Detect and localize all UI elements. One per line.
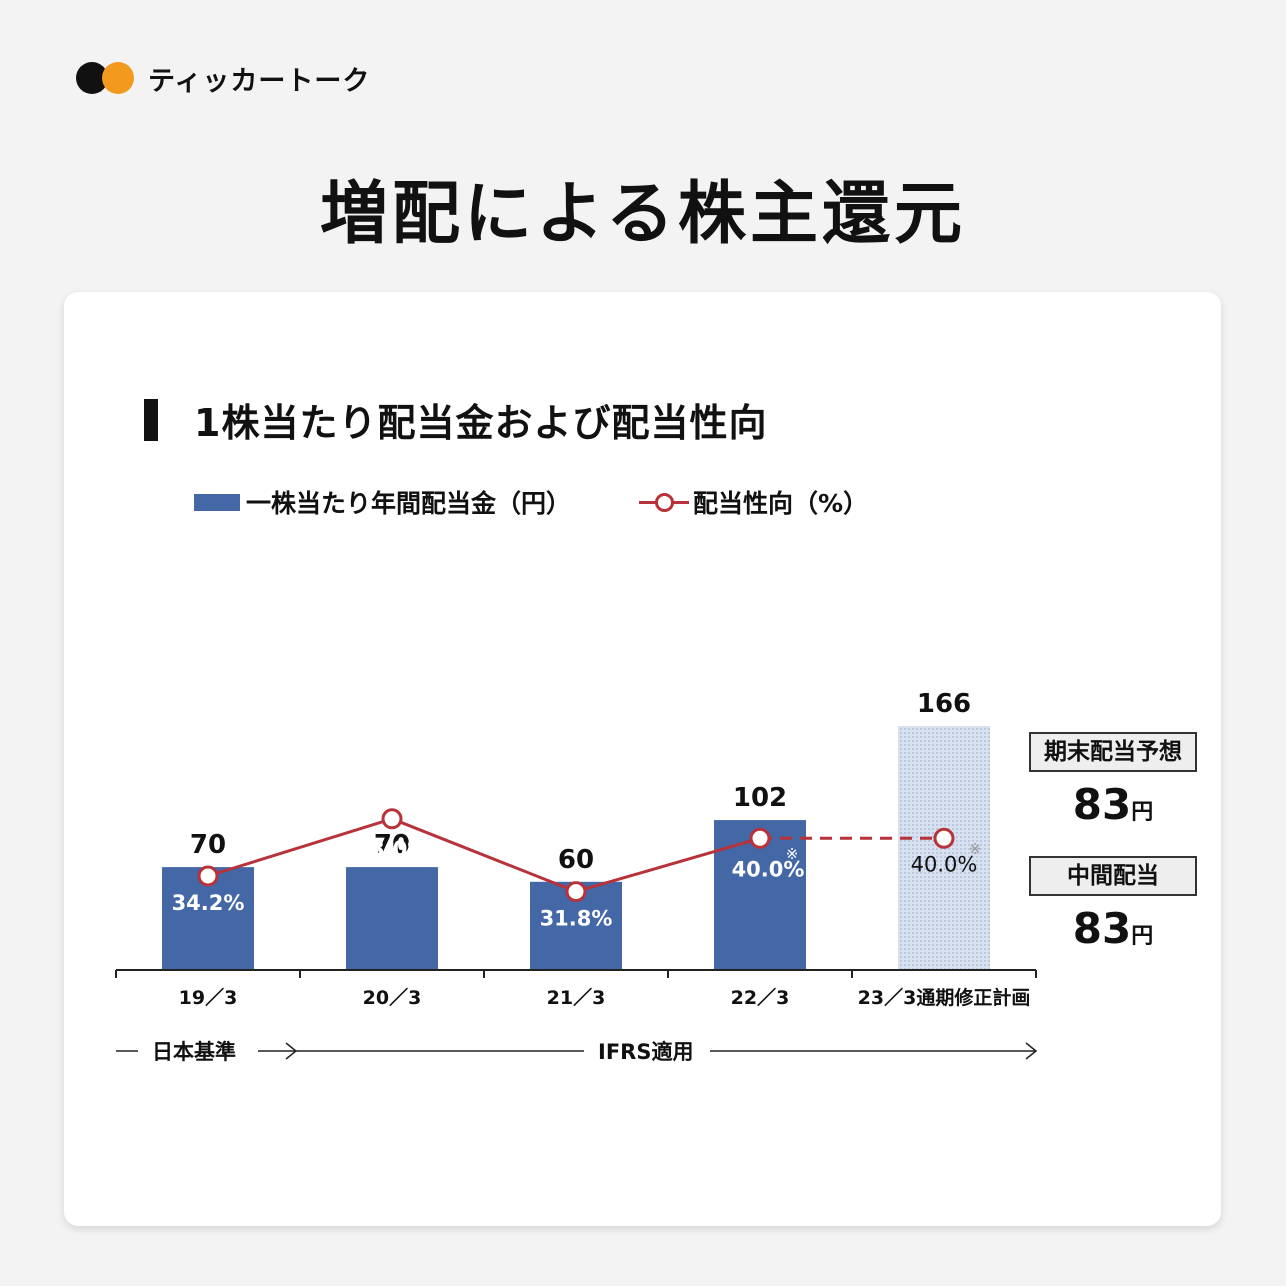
payout-label-2: 31.8% [540, 907, 613, 931]
bar-value-label-3: 102 [733, 783, 787, 813]
payout-label-3: 40.0% [732, 857, 805, 881]
payout-point-4 [933, 827, 955, 849]
x-tick-label-2: 21／3 [547, 986, 606, 1009]
ifrs-label: IFRS適用 [592, 1036, 700, 1066]
dividend-chart: 70 70 60 102 166 19／3 20／3 21／3 22／3 23／3通期修正計画 34… [115, 689, 1038, 1060]
legend-bar-swatch [194, 493, 240, 511]
year-end-forecast-value: 83円 [1029, 780, 1197, 829]
legend-line-swatch [639, 492, 690, 512]
note-mark-1: ※ [969, 840, 982, 858]
payout-point-2 [565, 881, 587, 903]
chart-title-text: 1株当たり配当金および配当性向 [194, 401, 768, 445]
note-mark-0: ※ [786, 845, 799, 863]
year-end-forecast-label: 期末配当予想 [1029, 732, 1197, 772]
ifrs-arrow-head [1025, 1042, 1038, 1060]
payout-line-segment-1 [391, 817, 577, 893]
brand-name: ティッカートーク [148, 65, 371, 97]
interim-dividend-label: 中間配当 [1029, 856, 1197, 896]
brand-logo-icon [76, 58, 136, 98]
page-title: 増配による株主還元 [320, 175, 966, 254]
legend-line-label: 配当性向（%） [693, 489, 869, 518]
payout-line-segment-2 [575, 836, 761, 894]
payout-label-0: 34.2% [172, 891, 245, 915]
payout-point-3 [749, 827, 771, 849]
bar-value-label-4: 166 [917, 689, 971, 719]
brand: ティッカートーク [76, 58, 370, 98]
interim-dividend-number: 83 [1072, 904, 1132, 953]
bar-value-label-0: 70 [190, 830, 226, 860]
legend-bar-label: 一株当たり年間配当金（円） [246, 489, 572, 518]
x-tick-label-4: 23／3通期修正計画 [858, 986, 1031, 1009]
x-tick-label-0: 19／3 [179, 986, 238, 1009]
x-tick-label-1: 20／3 [363, 986, 422, 1009]
payout-point-1 [381, 808, 403, 830]
interim-dividend-value: 83円 [1029, 904, 1197, 953]
bar-1 [346, 867, 438, 970]
x-tick-label-3: 22／3 [731, 986, 790, 1009]
payout-point-0 [197, 865, 219, 887]
bar-value-label-1: 70 [374, 830, 410, 860]
year-end-forecast-number: 83 [1072, 780, 1132, 829]
japan-gaap-label: 日本基準 [146, 1036, 242, 1066]
chart-title: 1株当たり配当金および配当性向 [144, 392, 767, 447]
chart-card: 1株当たり配当金および配当性向 一株当たり年間配当金（円） 配当性向（%） 70… [64, 292, 1221, 1226]
interim-dividend-unit: 円 [1131, 924, 1154, 949]
payout-line-segment-0 [207, 817, 393, 878]
payout-label-4: 40.0% [911, 852, 978, 876]
payout-label-1: 43.0% [356, 837, 429, 861]
bar-value-label-2: 60 [558, 845, 594, 875]
legend: 一株当たり年間配当金（円） 配当性向（%） [194, 484, 868, 520]
year-end-forecast-unit: 円 [1131, 800, 1154, 825]
title-bar-mark [144, 398, 158, 441]
